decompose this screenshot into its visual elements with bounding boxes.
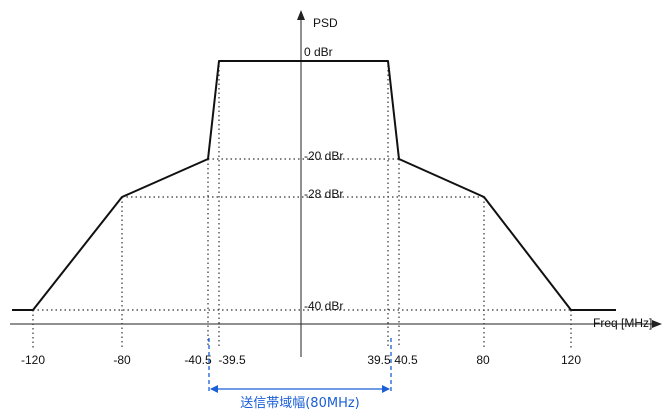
x-tick-label: 40.5 bbox=[394, 353, 418, 367]
x-tick-label: -80 bbox=[113, 353, 131, 367]
y-level-label: 0 dBr bbox=[304, 45, 333, 59]
x-tick-label: -39.5 bbox=[218, 353, 246, 367]
x-axis-arrow-icon bbox=[652, 320, 662, 328]
x-tick-label: -120 bbox=[21, 353, 45, 367]
y-axis-label: PSD bbox=[313, 16, 338, 30]
y-level-label: -20 dBr bbox=[304, 149, 343, 163]
y-level-label: -28 dBr bbox=[304, 187, 343, 201]
guide-lines bbox=[32, 61, 572, 348]
y-axis-arrow-icon bbox=[297, 10, 305, 20]
spectral-mask-line bbox=[12, 60, 616, 311]
x-tick-label: 120 bbox=[561, 353, 581, 367]
x-tick-label: 80 bbox=[476, 353, 490, 367]
x-tick-label: -40.5 bbox=[184, 353, 212, 367]
x-axis-label: Freq [MHz] bbox=[593, 316, 652, 330]
bandwidth-label: 送信帯域幅(80MHz) bbox=[240, 396, 360, 411]
x-tick-label: 39.5 bbox=[367, 353, 391, 367]
y-level-label: -40 dBr bbox=[304, 299, 343, 313]
